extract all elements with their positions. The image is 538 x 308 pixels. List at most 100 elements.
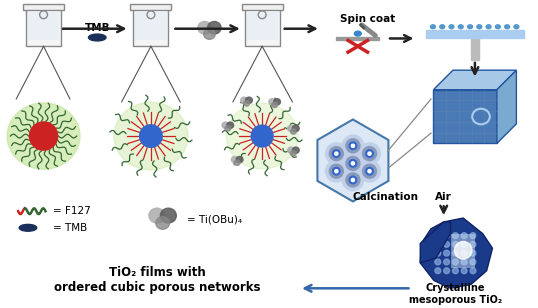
Bar: [246, 11, 278, 40]
Ellipse shape: [470, 250, 476, 256]
Bar: [133, 9, 168, 46]
Ellipse shape: [88, 34, 106, 41]
Ellipse shape: [241, 97, 247, 103]
Ellipse shape: [342, 135, 364, 156]
Ellipse shape: [231, 156, 238, 163]
Ellipse shape: [461, 241, 467, 247]
Ellipse shape: [359, 160, 380, 182]
Ellipse shape: [444, 241, 450, 247]
Ellipse shape: [274, 99, 280, 105]
Ellipse shape: [288, 147, 294, 153]
Ellipse shape: [225, 126, 231, 131]
Ellipse shape: [349, 176, 357, 184]
Ellipse shape: [335, 152, 338, 155]
Ellipse shape: [251, 125, 273, 147]
Ellipse shape: [461, 250, 467, 256]
Ellipse shape: [368, 152, 371, 155]
Ellipse shape: [325, 160, 347, 182]
Ellipse shape: [461, 259, 467, 265]
Ellipse shape: [366, 150, 373, 157]
Ellipse shape: [19, 225, 37, 231]
Ellipse shape: [351, 144, 355, 148]
Ellipse shape: [435, 250, 441, 256]
Ellipse shape: [346, 156, 360, 170]
Ellipse shape: [244, 101, 250, 106]
Ellipse shape: [349, 142, 357, 150]
Ellipse shape: [452, 250, 458, 256]
Ellipse shape: [435, 259, 441, 265]
Ellipse shape: [514, 25, 519, 29]
Ellipse shape: [359, 143, 380, 164]
Text: Spin coat: Spin coat: [340, 14, 395, 24]
Ellipse shape: [346, 139, 360, 153]
Bar: [245, 9, 280, 46]
Ellipse shape: [293, 125, 299, 132]
Ellipse shape: [366, 168, 373, 175]
Polygon shape: [317, 120, 388, 201]
Ellipse shape: [342, 169, 364, 191]
Ellipse shape: [204, 29, 215, 39]
Ellipse shape: [346, 173, 360, 187]
Ellipse shape: [486, 25, 491, 29]
Bar: [471, 38, 479, 60]
Ellipse shape: [329, 147, 343, 160]
Ellipse shape: [156, 217, 169, 229]
Ellipse shape: [245, 97, 252, 103]
Ellipse shape: [435, 268, 441, 274]
Polygon shape: [497, 70, 516, 144]
Ellipse shape: [435, 233, 441, 238]
Ellipse shape: [272, 102, 278, 107]
Bar: [135, 11, 167, 40]
Ellipse shape: [455, 241, 472, 259]
Ellipse shape: [7, 103, 80, 169]
Bar: [426, 30, 523, 38]
Polygon shape: [420, 222, 450, 263]
Ellipse shape: [291, 129, 296, 134]
Ellipse shape: [351, 162, 355, 165]
Ellipse shape: [452, 241, 458, 247]
Ellipse shape: [234, 160, 240, 165]
Ellipse shape: [440, 25, 445, 29]
Ellipse shape: [452, 259, 458, 265]
Ellipse shape: [470, 233, 476, 238]
Ellipse shape: [198, 22, 211, 34]
Text: Calcination: Calcination: [352, 192, 418, 201]
Ellipse shape: [236, 156, 243, 163]
Ellipse shape: [495, 25, 500, 29]
Ellipse shape: [452, 268, 458, 274]
Ellipse shape: [114, 102, 188, 170]
Ellipse shape: [293, 147, 299, 153]
Ellipse shape: [505, 25, 509, 29]
Bar: [242, 4, 282, 10]
Ellipse shape: [332, 168, 340, 175]
Text: = TMB: = TMB: [53, 223, 88, 233]
Ellipse shape: [452, 233, 458, 238]
Polygon shape: [450, 234, 475, 268]
Text: TMB: TMB: [84, 23, 110, 33]
Ellipse shape: [444, 250, 450, 256]
Ellipse shape: [461, 268, 467, 274]
Ellipse shape: [351, 178, 355, 182]
Ellipse shape: [444, 233, 450, 238]
Ellipse shape: [470, 259, 476, 265]
Ellipse shape: [291, 151, 296, 156]
Text: = Ti(OBu)₄: = Ti(OBu)₄: [187, 214, 242, 224]
Ellipse shape: [332, 150, 340, 157]
Text: = F127: = F127: [53, 206, 91, 216]
Ellipse shape: [444, 259, 450, 265]
Bar: [130, 4, 172, 10]
Ellipse shape: [160, 208, 176, 223]
Polygon shape: [420, 218, 492, 288]
Text: Crystalline
mesoporous TiO₂: Crystalline mesoporous TiO₂: [409, 283, 502, 305]
Ellipse shape: [288, 125, 294, 132]
Bar: [28, 11, 59, 40]
Ellipse shape: [222, 122, 229, 128]
Ellipse shape: [30, 122, 58, 150]
Ellipse shape: [349, 160, 357, 167]
Ellipse shape: [363, 164, 377, 178]
Ellipse shape: [355, 31, 361, 36]
Ellipse shape: [430, 25, 435, 29]
Ellipse shape: [435, 241, 441, 247]
Ellipse shape: [468, 25, 472, 29]
Ellipse shape: [458, 25, 463, 29]
